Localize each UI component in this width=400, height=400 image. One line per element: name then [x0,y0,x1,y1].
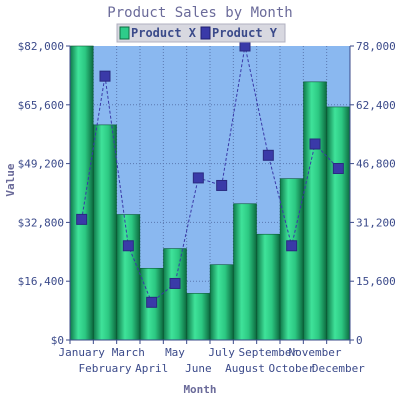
x-tick-label-january: January [58,346,105,359]
legend-swatch-product-x [119,26,130,40]
x-tick-label-september: September [239,346,299,359]
axes [66,45,354,344]
point-product-y-february [99,70,111,82]
bar-product-x-december [326,106,351,341]
x-tick-label-december: December [312,362,365,375]
bar-product-x-march [116,214,141,341]
point-product-y-may [169,277,181,289]
legend-swatch-product-y [200,26,211,40]
legend: Product X Product Y [116,23,286,43]
y-right-tick-label: 46,800 [356,158,396,171]
bar-product-x-january [69,45,94,341]
point-product-y-june [192,172,204,184]
y-left-tick-label: $82,000 [18,40,64,53]
y-left-tick-label: $0 [51,334,64,347]
bar-product-x-february [93,124,117,341]
y-axis-right-tick-labels: 0 15,600 31,200 46,800 62,400 78,000 [356,40,396,347]
bar-product-x-november [303,81,327,341]
point-product-y-september [262,149,274,161]
y-axis-title: Value [4,163,17,196]
line-series [76,40,344,308]
y-left-tick-label: $16,400 [18,275,64,288]
y-right-tick-label: 62,400 [356,99,396,112]
legend-label-product-y: Product Y [212,26,278,40]
bar-product-x-august [233,203,257,341]
point-product-y-april [146,296,158,308]
point-product-y-march [122,240,134,252]
y-right-tick-label: 31,200 [356,216,396,229]
x-tick-label-july: July [208,346,235,359]
point-product-y-november [309,138,321,150]
x-tick-label-october: October [268,362,315,375]
point-product-y-december [332,163,344,174]
x-tick-label-february: February [79,362,132,375]
line-product-y [81,45,339,304]
point-product-y-october [286,240,298,252]
bar-product-x-october [279,178,304,341]
x-tick-label-august: August [225,362,265,375]
bar-product-x-september [256,233,281,341]
x-tick-label-november: November [289,346,342,359]
y-right-tick-label: 15,600 [356,275,396,288]
y-left-tick-label: $32,800 [18,216,64,229]
legend-label-product-x: Product X [131,26,197,40]
point-product-y-july [216,179,228,191]
y-left-tick-label: $49,200 [18,158,64,171]
x-axis-title: Month [183,383,216,396]
x-tick-label-may: May [165,346,185,359]
bar-series [69,45,351,341]
y-left-tick-label: $65,600 [18,99,64,112]
y-right-tick-label: 0 [356,334,363,347]
x-tick-label-march: March [112,346,145,359]
chart-title: Product Sales by Month [107,5,292,21]
x-tick-label-april: April [135,362,168,375]
x-tick-label-june: June [185,362,212,375]
bar-product-x-june [186,293,211,341]
bar-product-x-july [209,264,234,341]
bar-product-x-may [163,248,187,341]
y-axis-left-tick-labels: $0 $16,400 $32,800 $49,200 $65,600 $82,000 [18,40,64,347]
point-product-y-january [76,213,88,225]
y-right-tick-label: 78,000 [356,40,396,53]
